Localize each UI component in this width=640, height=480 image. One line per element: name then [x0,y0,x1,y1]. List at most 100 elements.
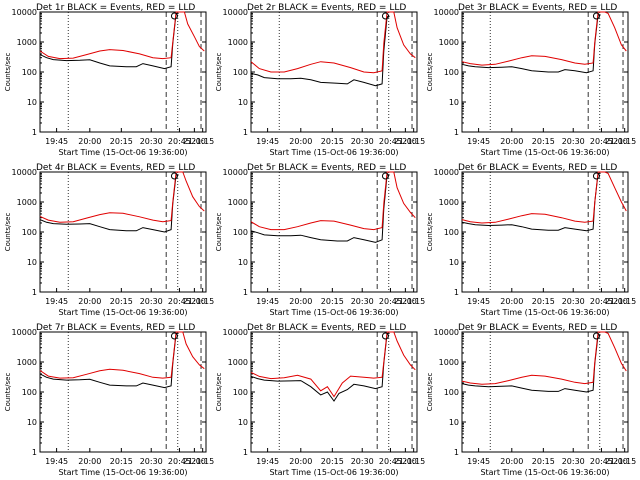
peak-marker [592,332,600,340]
y-tick-label: 10 [449,258,459,267]
y-tick-label: 100 [444,228,459,237]
y-axis-label: Counts/sec [426,53,434,92]
chart-title: Det 1r BLACK = Events, RED = LLD [36,3,195,13]
lld-series-line [250,11,416,74]
x-tick-label: 20:45 [168,137,191,146]
y-tick-label: 10000 [12,8,37,17]
y-tick-label: 1000 [439,198,459,207]
x-tick-label: 20:30 [562,137,585,146]
x-tick-label: 19:45 [45,457,68,466]
peak-marker [170,172,178,180]
lld-series-line [461,331,627,385]
x-axis-label: Start Time (15-Oct-06 19:36:00) [269,148,398,157]
y-tick-label: 100 [233,228,248,237]
x-tick-label: 20:30 [351,457,374,466]
x-tick-label: 21:15 [402,457,425,466]
x-tick-label: 19:45 [256,297,279,306]
y-tick-label: 10 [27,98,37,107]
chart-title: Det 6r BLACK = Events, RED = LLD [458,163,617,173]
y-tick-label: 10000 [12,168,37,177]
events-series-line [39,174,179,233]
y-axis-label: Counts/sec [4,213,12,252]
y-tick-label: 10000 [223,168,248,177]
x-tick-label: 20:15 [532,137,555,146]
x-tick-label: 19:45 [45,137,68,146]
x-tick-label: 19:45 [467,137,490,146]
y-tick-label: 1000 [17,198,37,207]
chart-title: Det 2r BLACK = Events, RED = LLD [247,3,406,13]
x-tick-label: 21:15 [191,457,214,466]
x-tick-label: 21:00 [605,297,628,306]
x-tick-label: 20:00 [500,457,523,466]
y-tick-label: 10000 [12,328,37,337]
x-axis-label: Start Time (15-Oct-06 19:36:00) [58,308,187,317]
plot-frame [461,331,629,453]
x-tick-label: 19:45 [467,297,490,306]
chart-panel: Det 8r BLACK = Events, RED = LLD Counts/s… [215,323,425,477]
x-tick-label: 20:45 [590,297,613,306]
x-tick-label: 20:45 [590,137,613,146]
y-axis-label: Counts/sec [215,373,223,412]
y-tick-label: 1000 [439,358,459,367]
x-tick-label: 20:45 [379,297,402,306]
x-tick-label: 21:15 [191,297,214,306]
x-tick-label: 19:45 [256,137,279,146]
x-axis-label: Start Time (15-Oct-06 19:36:00) [269,308,398,317]
x-tick-label: 20:15 [532,457,555,466]
x-tick-label: 20:00 [289,137,312,146]
x-tick-label: 19:45 [256,457,279,466]
peak-marker [592,12,600,20]
x-tick-label: 20:00 [78,297,101,306]
y-tick-label: 1 [243,128,248,137]
y-tick-label: 10000 [223,8,248,17]
lld-series-line [39,11,205,60]
chart-title: Det 9r BLACK = Events, RED = LLD [458,323,617,333]
y-tick-label: 10000 [223,328,248,337]
peak-marker [592,172,600,180]
x-tick-label: 20:00 [78,457,101,466]
y-tick-label: 1000 [228,198,248,207]
y-tick-label: 100 [22,388,37,397]
y-tick-label: 1000 [439,38,459,47]
chart-panel: Det 3r BLACK = Events, RED = LLD Counts/s… [426,3,636,157]
x-tick-label: 19:45 [467,457,490,466]
y-tick-label: 1 [32,288,37,297]
peak-marker [381,172,389,180]
peak-marker [170,332,178,340]
x-tick-label: 21:15 [402,297,425,306]
x-tick-label: 21:00 [394,457,417,466]
chart-panel: Det 6r BLACK = Events, RED = LLD Counts/s… [426,163,636,317]
chart-panel: Det 7r BLACK = Events, RED = LLD Counts/s… [4,323,214,477]
peak-marker [381,12,389,20]
x-tick-label: 20:00 [289,297,312,306]
lld-series-line [39,171,205,223]
lld-series-line [461,11,627,66]
x-tick-label: 21:00 [394,137,417,146]
x-axis-label: Start Time (15-Oct-06 19:36:00) [269,468,398,477]
x-tick-label: 20:30 [562,297,585,306]
x-tick-label: 20:30 [351,137,374,146]
y-tick-label: 1 [243,288,248,297]
lld-series-line [39,331,205,379]
plot-frame [250,331,418,453]
y-tick-label: 1 [454,128,459,137]
y-tick-label: 1000 [228,358,248,367]
chart-title: Det 8r BLACK = Events, RED = LLD [247,323,406,333]
y-tick-label: 1 [32,448,37,457]
y-tick-label: 100 [22,68,37,77]
x-tick-label: 21:15 [191,137,214,146]
y-tick-label: 100 [233,68,248,77]
x-tick-label: 20:00 [289,457,312,466]
y-tick-label: 10 [238,258,248,267]
y-tick-label: 10000 [434,168,459,177]
x-tick-label: 20:45 [590,457,613,466]
lld-series-line [250,331,416,398]
y-tick-label: 1 [454,288,459,297]
y-tick-label: 100 [444,388,459,397]
x-tick-label: 20:00 [500,137,523,146]
y-tick-label: 1000 [17,358,37,367]
y-tick-label: 10 [27,258,37,267]
x-axis-label: Start Time (15-Oct-06 19:36:00) [58,148,187,157]
chart-panel: Det 4r BLACK = Events, RED = LLD Counts/s… [4,163,214,317]
